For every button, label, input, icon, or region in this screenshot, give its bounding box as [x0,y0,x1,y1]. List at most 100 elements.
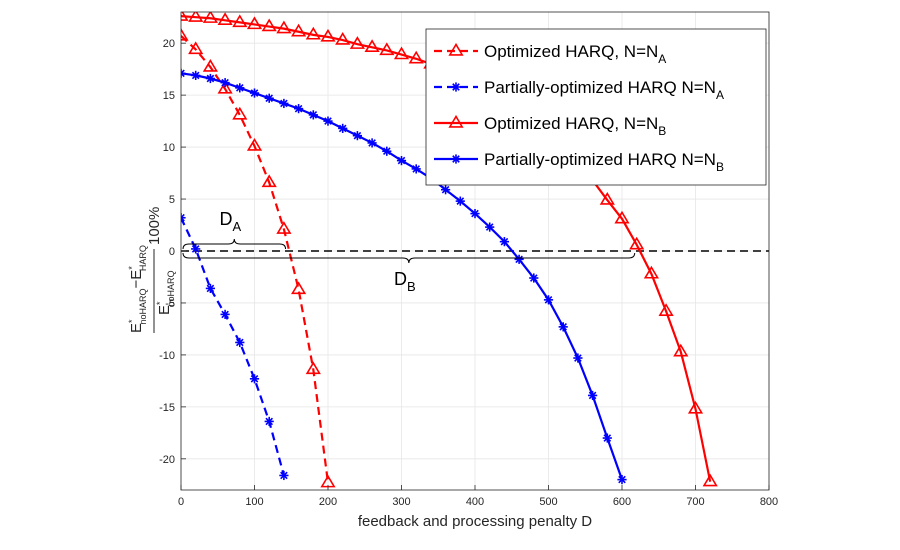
series-line [181,217,285,476]
ylabel-den-sub: noHARQ [166,270,176,306]
asterisk-stroke [280,99,288,108]
ylabel-star: * [127,319,137,323]
y-tick-label: -15 [159,402,175,414]
asterisk-stroke [574,354,582,362]
asterisk-marker [617,475,627,485]
y-tick-label: -5 [165,298,175,310]
asterisk-stroke [309,111,318,119]
triangle-marker [217,12,233,26]
legend-label-sub: B [658,124,666,138]
asterisk-stroke [221,310,229,319]
triangle-marker [643,265,659,279]
asterisk-stroke [206,284,215,293]
asterisk-stroke [452,83,460,91]
triangle-marker [188,41,204,55]
legend-marker [448,42,464,56]
triangle-marker [335,31,351,45]
asterisk-stroke [471,209,479,218]
triangle-marker [261,18,277,32]
asterisk-marker [396,155,407,166]
x-tick-label: 200 [319,496,337,508]
asterisk-marker [220,78,230,88]
triangle-marker [393,46,410,60]
y-tick-label: -10 [159,350,175,362]
asterisk-stroke [618,475,626,484]
asterisk-stroke [603,434,612,442]
asterisk-stroke [456,197,465,205]
x-tick-label: 600 [613,496,631,508]
triangle-marker [702,473,718,487]
asterisk-stroke [500,237,509,246]
triangle-marker [364,39,380,53]
ylabel-num-a: E [128,323,145,333]
asterisk-marker [181,68,186,78]
ylabel-star: * [155,301,165,305]
asterisk-stroke [250,374,259,383]
asterisk-stroke [485,223,494,231]
triangle-marker [291,281,307,295]
x-tick-label: 400 [466,496,484,508]
triangle-marker [276,221,292,234]
ylabel-den: E [156,305,173,315]
legend-label-sub: A [716,88,724,102]
asterisk-stroke [559,323,568,331]
triangle-marker [188,12,204,22]
asterisk-stroke [206,74,215,83]
asterisk-marker [352,131,362,141]
y-tick-label: 5 [169,194,175,206]
asterisk-marker [220,309,230,319]
triangle-marker [305,26,321,40]
y-tick-label: -20 [159,454,175,466]
asterisk-stroke [338,124,347,133]
ylabel-star: * [127,266,137,270]
triangle-marker [291,23,307,37]
asterisk-marker [367,138,377,148]
asterisk-marker [191,70,201,80]
asterisk-stroke [181,72,185,78]
series-2 [181,213,289,481]
asterisk-marker [264,416,274,427]
asterisk-marker [249,88,260,98]
legend-box [425,28,767,186]
asterisk-marker [382,146,392,156]
asterisk-stroke [452,155,460,163]
y-tick-label: 20 [163,38,175,50]
legend-marker [451,82,461,92]
asterisk-stroke [280,471,288,480]
asterisk-stroke [235,338,244,347]
triangle-marker [673,343,689,357]
triangle-marker [217,80,233,94]
legend-marker [451,154,461,164]
asterisk-marker [235,83,245,93]
asterisk-marker [181,213,186,223]
triangle-marker [379,42,395,56]
asterisk-marker [294,104,304,114]
ylabel-minus: − [128,279,145,288]
asterisk-marker [205,283,215,294]
asterisk-stroke [368,139,376,147]
ylabel-numerator: E*noHARQ−E*HARQ [127,245,148,333]
asterisk-stroke [412,165,421,173]
asterisk-marker [558,322,568,332]
x-tick-label: 500 [539,496,557,508]
triangle-marker [614,210,630,224]
ylabel-suffix: 100% [146,207,163,245]
asterisk-marker [529,273,539,283]
ylabel-num-a-sub: noHARQ [138,288,148,324]
asterisk-marker [514,254,524,264]
triangle-marker [349,36,365,49]
asterisk-marker [279,98,289,109]
triangle-marker [246,16,263,30]
asterisk-stroke [529,274,538,282]
asterisk-marker [441,185,451,195]
ylabel-num-b: E [128,270,145,280]
asterisk-marker [323,116,333,126]
brace-DA [182,238,287,250]
asterisk-marker [338,123,348,133]
triangle-marker [232,106,248,120]
asterisk-stroke [265,417,274,426]
series-line [181,15,712,482]
y-tick-label: 0 [169,246,175,258]
asterisk-stroke [324,117,332,125]
